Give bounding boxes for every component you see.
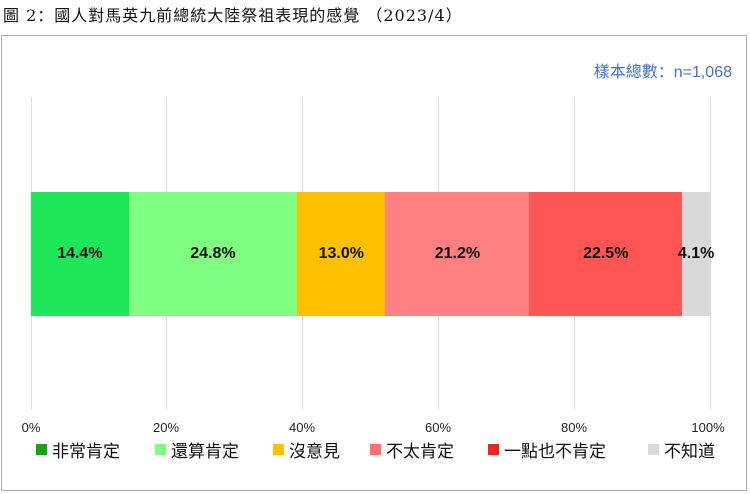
value-label: 21.2% — [434, 245, 481, 262]
legend-item-very-negative: 一點也不肯定 — [488, 437, 606, 462]
x-tick-0: 0% — [21, 420, 41, 435]
legend-swatch-icon — [370, 444, 381, 455]
legend-swatch-icon — [155, 444, 166, 455]
x-tick-20: 20% — [152, 420, 180, 435]
value-label: 22.5% — [583, 245, 629, 262]
legend-label: 沒意見 — [289, 442, 340, 462]
legend-item-somewhat-negative: 不太肯定 — [370, 437, 454, 462]
legend-label: 一點也不肯定 — [504, 442, 606, 462]
legend-swatch-icon — [648, 444, 659, 455]
gridline-100 — [710, 97, 711, 409]
legend-label: 非常肯定 — [52, 442, 120, 462]
legend-label: 還算肯定 — [171, 442, 239, 462]
legend-swatch-icon — [273, 444, 284, 455]
chart-title: 圖 2：國人對馬英九前總統大陸祭祖表現的感覺 （2023/4） — [3, 6, 463, 25]
x-tick-80: 80% — [560, 420, 588, 435]
x-tick-60: 60% — [424, 420, 452, 435]
bar-segment-very-positive: 14.4% — [31, 192, 129, 316]
legend: 非常肯定 還算肯定 沒意見 不太肯定 一點也不肯定 不知道 — [0, 437, 750, 462]
x-tick-100: 100% — [691, 420, 725, 435]
bar-segment-no-opinion: 13.0% — [297, 192, 386, 316]
x-tick-40: 40% — [288, 420, 316, 435]
legend-item-very-positive: 非常肯定 — [36, 437, 120, 462]
legend-swatch-icon — [36, 444, 47, 455]
bar-segment-somewhat-negative: 21.2% — [385, 192, 530, 316]
bar-segment-very-negative: 22.5% — [529, 192, 683, 316]
value-label: 14.4% — [57, 245, 103, 262]
bar-segment-somewhat-positive: 24.8% — [128, 192, 298, 316]
legend-swatch-icon — [488, 444, 499, 455]
legend-item-somewhat-positive: 還算肯定 — [155, 437, 239, 462]
value-label: 4.1% — [677, 245, 715, 262]
legend-label: 不太肯定 — [386, 442, 454, 462]
bar-segment-dont-know: 4.1% — [678, 192, 714, 316]
legend-item-dont-know: 不知道 — [648, 437, 715, 462]
legend-label: 不知道 — [664, 442, 715, 462]
legend-item-no-opinion: 沒意見 — [273, 437, 340, 462]
value-label: 24.8% — [190, 245, 236, 262]
value-label: 13.0% — [318, 245, 364, 262]
sample-size-label: 樣本總數：n=1,068 — [593, 64, 732, 81]
